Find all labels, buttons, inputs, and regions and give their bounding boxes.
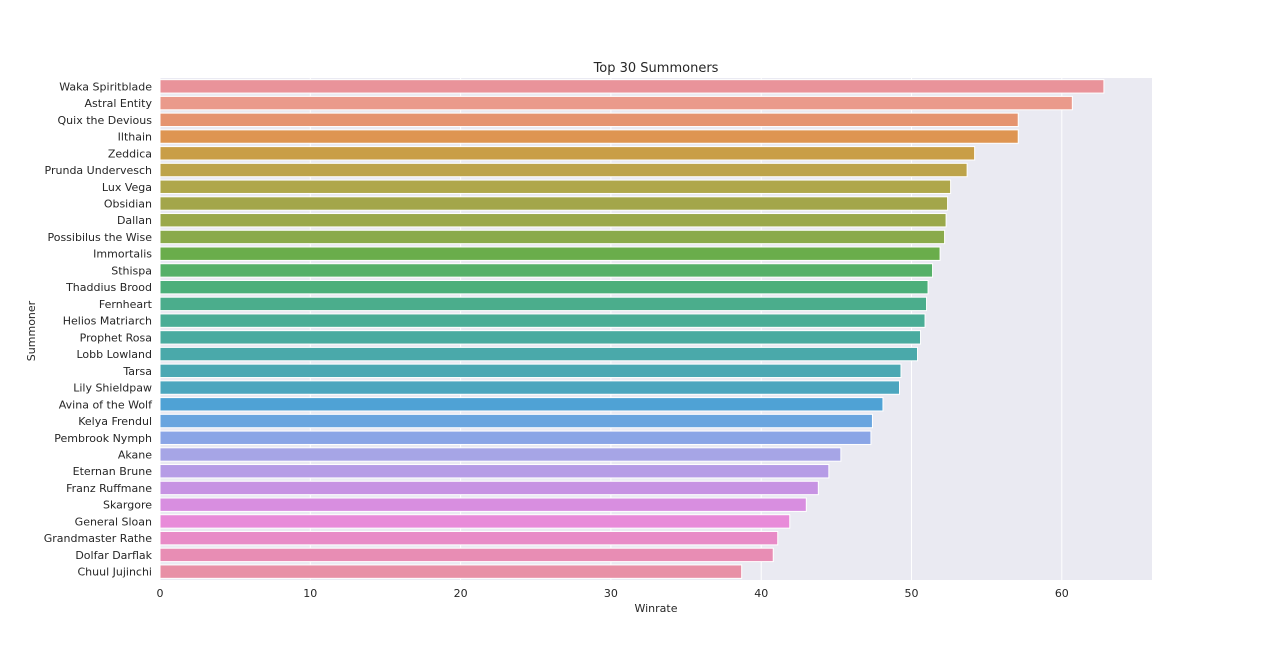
y-tick-label: Thaddius Brood	[65, 281, 152, 294]
y-tick-label: Immortalis	[93, 248, 152, 261]
y-tick-label: Franz Ruffmane	[66, 482, 152, 495]
y-tick-label: Avina of the Wolf	[59, 398, 153, 411]
y-tick-label: Lux Vega	[102, 181, 152, 194]
y-tick-label: Tarsa	[122, 365, 152, 378]
y-tick-label: Grandmaster Rathe	[44, 532, 152, 545]
bar	[159, 95, 1073, 111]
bar	[159, 213, 947, 228]
bar	[159, 480, 819, 496]
y-tick-label: Zeddica	[108, 147, 152, 160]
y-tick-label: Waka Spiritblade	[59, 80, 152, 93]
y-tick-label: Dolfar Darflak	[75, 549, 152, 562]
bar	[159, 514, 791, 529]
y-tick-label: Lily Shieldpaw	[73, 382, 152, 395]
y-tick-label: Possibilus the Wise	[47, 231, 152, 244]
bar	[159, 146, 976, 161]
bar	[159, 196, 949, 211]
bar	[159, 296, 928, 312]
plot-background	[160, 78, 1152, 580]
x-tick-label: 60	[1055, 587, 1069, 600]
x-axis-title: Winrate	[634, 602, 677, 615]
bar	[159, 464, 830, 479]
bar	[159, 263, 934, 278]
y-tick-label: Pembrook Nymph	[54, 432, 152, 445]
x-tick-label: 10	[303, 587, 317, 600]
bar	[159, 380, 900, 395]
y-axis-title: Summoner	[25, 300, 38, 361]
y-tick-label: Kelya Frendul	[78, 415, 152, 428]
bar	[159, 129, 1019, 144]
y-tick-label: Akane	[118, 449, 152, 462]
bar	[159, 346, 919, 362]
y-tick-label: Fernheart	[99, 298, 153, 311]
y-tick-label: General Sloan	[75, 515, 152, 528]
y-tick-label: Eternan Brune	[73, 465, 153, 478]
bar	[159, 363, 902, 379]
bar	[159, 564, 743, 579]
y-tick-label: Prophet Rosa	[80, 331, 152, 344]
bar	[159, 330, 922, 345]
y-tick-label: Lobb Lowland	[76, 348, 152, 361]
bar	[159, 413, 873, 429]
y-tick-label: Astral Entity	[85, 97, 153, 110]
y-tick-label: Ilthain	[118, 131, 152, 144]
x-tick-label: 40	[754, 587, 768, 600]
y-tick-label: Obsidian	[104, 198, 152, 211]
x-axis-ticks: 0 10 20 30 40 50 60	[157, 587, 1069, 600]
bar	[159, 430, 872, 445]
bar	[159, 246, 941, 261]
y-tick-label: Sthispa	[111, 264, 152, 277]
x-tick-label: 0	[157, 587, 164, 600]
bar	[159, 397, 884, 412]
bar	[159, 547, 774, 563]
bar	[159, 530, 779, 546]
y-axis-ticks: Waka Spiritblade Astral Entity Quix the De…	[44, 80, 153, 578]
y-tick-label: Dallan	[117, 214, 152, 227]
bar	[159, 279, 929, 295]
bar	[159, 79, 1105, 94]
y-tick-label: Helios Matriarch	[63, 315, 152, 328]
x-tick-label: 50	[905, 587, 919, 600]
bar	[159, 112, 1019, 128]
bar	[159, 313, 926, 328]
x-tick-label: 20	[454, 587, 468, 600]
bar	[159, 447, 842, 462]
bar	[159, 162, 968, 178]
bar	[159, 179, 952, 194]
y-tick-label: Quix the Devious	[58, 114, 153, 127]
y-tick-label: Skargore	[103, 499, 152, 512]
chart-title: Top 30 Summoners	[593, 61, 719, 76]
bars	[159, 79, 1105, 579]
y-tick-label: Prunda Undervesch	[45, 164, 152, 177]
bar	[159, 497, 807, 512]
x-tick-label: 30	[604, 587, 618, 600]
bar	[159, 229, 946, 245]
gridlines	[159, 78, 1063, 580]
y-tick-label: Chuul Jujinchi	[77, 566, 152, 579]
